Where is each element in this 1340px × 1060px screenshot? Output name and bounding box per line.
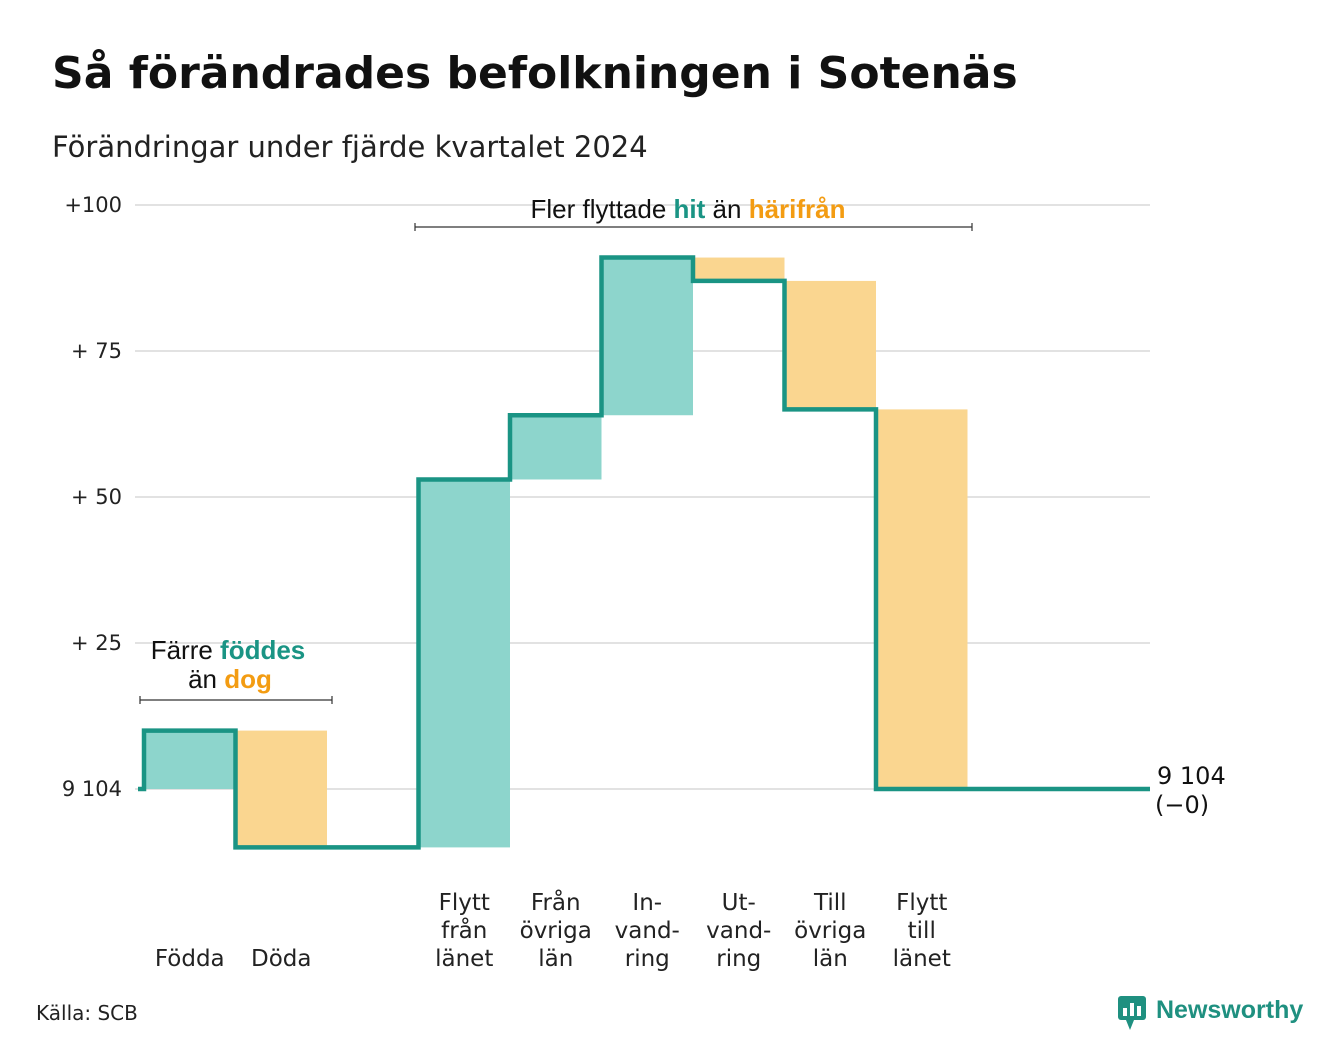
category-label: Döda [251, 946, 311, 972]
category-label: Flytt [439, 890, 490, 916]
category-label: vand- [706, 918, 771, 944]
annotation-natural-line1: Färre föddes [151, 635, 306, 665]
decrease-bar [876, 409, 968, 789]
annotation-migration-bracket [414, 223, 973, 231]
annotation-migration-text1: Fler flyttade [530, 194, 673, 224]
annotation-natural-bracket [139, 696, 333, 704]
annotation-natural-highlight-died: dog [224, 664, 272, 694]
increase-bar [510, 415, 602, 480]
category-label: Från [531, 888, 581, 916]
newsworthy-logo: Newsworthy [1118, 996, 1303, 1030]
annotation-migration-text: Fler flyttade hit än härifrån [530, 194, 845, 224]
category-label: ring [716, 946, 761, 972]
annotation-natural-text2: än [188, 664, 224, 694]
decrease-bar [693, 257, 785, 281]
category-label: län [538, 946, 573, 972]
y-tick-label: + 25 [71, 631, 122, 655]
category-label: vand- [615, 918, 680, 944]
annotation-migration: Fler flyttade hit än härifrån [414, 194, 973, 231]
end-change-label: (−0) [1155, 791, 1209, 819]
running-total-line [138, 255, 1150, 850]
category-label: län [813, 946, 848, 972]
category-label: Flytt [896, 890, 947, 916]
bars [144, 257, 968, 848]
y-tick-label: + 75 [71, 339, 122, 363]
chart-subtitle: Förändringar under fjärde kvartalet 2024 [52, 130, 648, 164]
annotation-migration-highlight-out: härifrån [749, 194, 846, 224]
category-label: länet [435, 946, 493, 972]
category-label: In- [632, 890, 662, 916]
category-label: Till [813, 890, 847, 916]
decrease-bar [235, 730, 327, 848]
annotation-migration-highlight-in: hit [674, 194, 706, 224]
annotation-natural-text1: Färre [151, 635, 220, 665]
newsworthy-logo-icon [1118, 996, 1146, 1030]
annotation-migration-text2: än [705, 194, 748, 224]
y-tick-label: +100 [64, 193, 122, 217]
newsworthy-logo-text: Newsworthy [1156, 996, 1303, 1024]
category-label: Ut- [722, 890, 756, 916]
increase-bar [601, 257, 693, 416]
category-label: till [908, 918, 936, 944]
y-axis-ticks: 9 104 + 25 + 50 + 75 +100 [62, 193, 122, 801]
end-value-label: 9 104 [1157, 762, 1226, 790]
y-tick-label: 9 104 [62, 777, 122, 801]
category-label: övriga [520, 918, 592, 944]
category-label: från [441, 916, 487, 944]
annotation-natural-change: Färre föddes än dog [139, 635, 333, 704]
decrease-bar [784, 280, 876, 410]
step-line [138, 255, 1150, 850]
category-label: länet [893, 946, 951, 972]
increase-bar [418, 479, 510, 848]
increase-bar [144, 730, 236, 789]
category-label: Födda [155, 946, 225, 972]
source-note: Källa: SCB [36, 1001, 138, 1025]
y-tick-label: + 50 [71, 485, 122, 509]
annotation-natural-highlight-born: föddes [220, 635, 305, 665]
chart-title: Så förändrades befolkningen i Sotenäs [52, 48, 1018, 99]
category-label: övriga [794, 918, 866, 944]
category-labels: Födda DödaFlyttfrånlänetFrånövrigalänIn-v… [155, 888, 951, 972]
category-label: ring [625, 946, 670, 972]
annotation-natural-line2: än dog [188, 664, 272, 694]
